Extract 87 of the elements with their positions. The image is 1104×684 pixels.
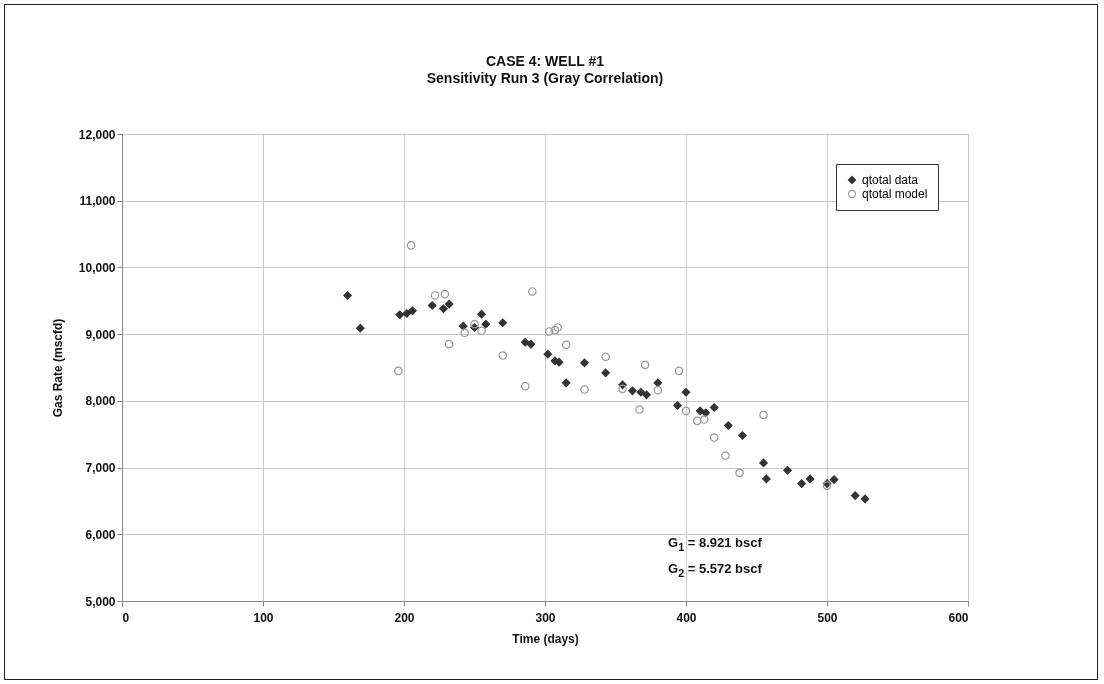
point (394, 366, 403, 376)
point (561, 378, 571, 388)
point (829, 475, 839, 484)
point (860, 494, 870, 504)
x-tick-label: 100 (253, 610, 274, 625)
point (408, 306, 417, 316)
y-tick-label: 11,000 (79, 194, 116, 209)
annotation: G$_{2}$ = 5.572 bscf (668, 559, 762, 581)
point (544, 327, 554, 336)
point (477, 326, 486, 336)
point (628, 386, 637, 396)
point (723, 421, 733, 430)
point (440, 289, 450, 299)
point (783, 465, 792, 475)
point (653, 385, 663, 395)
point (738, 431, 747, 440)
point (550, 325, 560, 335)
point (439, 304, 448, 314)
point (692, 416, 702, 426)
point (580, 385, 589, 394)
point (759, 410, 768, 420)
point (759, 458, 768, 468)
point (674, 366, 684, 376)
x-tick-label: 400 (676, 610, 697, 625)
point (653, 378, 663, 388)
y-tick-label: 7,000 (85, 461, 116, 476)
point (526, 339, 536, 349)
point (498, 351, 508, 360)
y-tick-label: 5,000 (85, 594, 116, 609)
point (642, 390, 651, 400)
point (477, 309, 486, 319)
point (406, 241, 416, 250)
point (458, 321, 468, 331)
point (735, 468, 744, 478)
point (636, 387, 646, 397)
point (580, 358, 589, 368)
y-tick-label: 8,000 (85, 394, 116, 409)
legend-label: qtotal data (862, 173, 919, 187)
point (635, 405, 644, 414)
point (601, 352, 610, 362)
point (355, 323, 365, 333)
point (498, 318, 508, 328)
point (427, 301, 437, 310)
x-tick-label: 200 (394, 610, 415, 625)
x-tick-label: 600 (948, 610, 969, 625)
point (681, 387, 691, 397)
point (444, 339, 454, 349)
point (395, 310, 405, 320)
point (430, 291, 440, 300)
y-axis-title: Gas Rate (mscfd) (50, 318, 65, 418)
point (709, 403, 719, 412)
point (850, 491, 860, 500)
x-tick-label: 300 (535, 610, 556, 625)
point (543, 349, 553, 359)
point (721, 451, 730, 460)
x-tick-label: 0 (122, 610, 130, 625)
point (640, 360, 650, 370)
point (673, 401, 682, 410)
x-tick-label: 500 (817, 610, 838, 625)
chart-subtitle: Sensitivity Run 3 (Gray Correlation) (426, 70, 664, 86)
point (528, 287, 537, 296)
point (700, 415, 709, 424)
point (618, 384, 627, 394)
point (709, 433, 719, 442)
annotation: G$_{1}$ = 8.921 bscf (668, 534, 762, 555)
x-axis-title: Time (days) (512, 631, 579, 646)
point (444, 299, 454, 309)
point (553, 323, 562, 332)
y-tick-label: 12,000 (78, 127, 116, 142)
point (402, 309, 412, 318)
y-tick-label: 6,000 (85, 527, 116, 542)
point (681, 406, 691, 416)
legend-label: qtotal model (862, 187, 928, 201)
point (805, 474, 815, 484)
point (762, 474, 771, 484)
point (520, 337, 530, 347)
point (460, 328, 469, 338)
point (470, 319, 479, 329)
y-tick-label: 9,000 (85, 327, 116, 342)
point (601, 368, 610, 378)
point (481, 319, 491, 329)
point (520, 381, 530, 391)
y-tick-label: 10,000 (78, 260, 116, 275)
point (797, 479, 806, 488)
point (343, 291, 352, 300)
point (561, 340, 571, 350)
chart-title: CASE 4: WELL #1 (486, 53, 605, 69)
